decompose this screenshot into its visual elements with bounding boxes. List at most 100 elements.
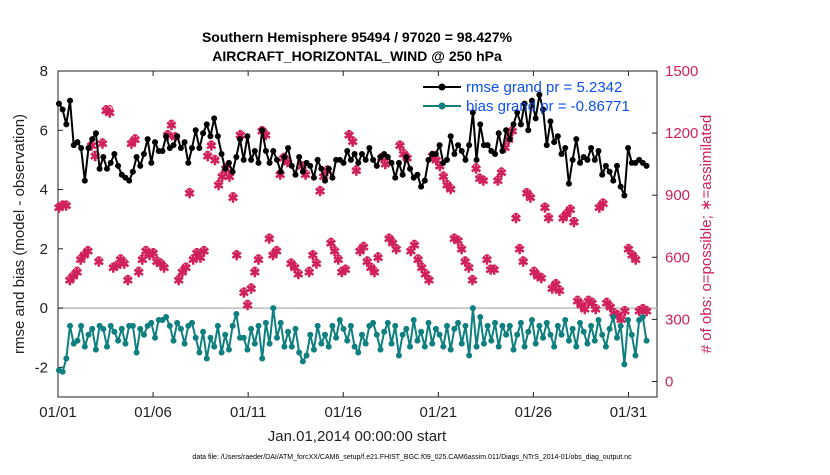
obs-possible-point [367,262,375,269]
rmse-point [203,121,210,128]
bias-point [551,343,558,350]
obs-possible-point [313,258,320,265]
rmse-point [67,97,74,104]
bias-point [325,343,332,350]
obs-assimilated-point: ✱ [398,147,409,162]
y2-tick-label: 300 [665,311,690,328]
obs-possible-point [382,158,389,166]
rmse-point [591,156,598,163]
bias-point [547,331,554,338]
rmse-point [140,150,147,157]
bias-point [584,340,591,347]
obs-assimilated-point: ✱ [213,178,224,193]
obs-possible-point [157,258,164,265]
obs-possible-point [621,305,628,313]
bias-point [273,334,280,341]
rmse-point [96,165,103,172]
obs-possible-point [349,136,356,143]
bias-point [506,322,513,329]
series-layer: ✱✱✱✱✱✱✱✱✱✱✱✱✱✱✱✱✱✱✱✱✱✱✱✱✱✱✱✱✱✱✱✱✱✱✱✱✱✱✱✱… [53,91,652,375]
obs-assimilated-point: ✱ [188,252,199,267]
bias-point [207,334,214,341]
obs-possible-point [588,297,596,304]
rmse-point [144,136,151,143]
obs-possible-point [385,233,393,240]
bias-point [118,325,125,332]
rmse-point [562,145,569,152]
bias-point [255,322,262,329]
bias-point [628,331,635,338]
bias-point [111,328,118,335]
rmse-point [299,168,306,175]
rmse-point [59,106,66,113]
obs-assimilated-point: ✱ [304,265,315,280]
bias-point [410,316,417,323]
bias-point [218,349,225,356]
rmse-point [74,139,81,146]
bias-point [447,346,454,353]
obs-assimilated-point: ✱ [166,118,177,133]
rmse-point [188,145,195,152]
rmse-point [192,127,199,134]
obs-assimilated-point: ✱ [68,269,79,284]
obs-assimilated-point: ✱ [608,306,619,321]
obs-possible-point [59,200,66,207]
obs-assimilated-point: ✱ [148,246,159,261]
obs-assimilated-point: ✱ [133,265,144,280]
obs-possible-point [218,171,226,178]
obs-assimilated-point: ✱ [224,170,235,185]
obs-assimilated-point: ✱ [416,261,427,276]
rmse-point [432,150,439,157]
obs-possible-point [113,260,121,267]
bias-point [310,346,317,353]
rmse-point [484,142,491,149]
rmse-point [310,174,317,181]
y-tick-label: 6 [40,122,48,139]
rmse-point [307,162,314,169]
obs-assimilated-point: ✱ [101,103,112,118]
obs-possible-point [160,262,168,269]
rmse-point [606,168,613,175]
obs-assimilated-point: ✱ [463,261,474,276]
rmse-point [514,109,521,116]
obs-assimilated-point: ✱ [307,248,318,263]
obs-assimilated-point: ✱ [540,201,551,216]
rmse-point [55,100,62,107]
obs-possible-point [255,254,262,261]
obs-assimilated-point: ✱ [293,267,304,282]
bias-point [211,343,218,350]
x-tick-label: 01/26 [515,404,553,421]
bias-point [528,316,535,323]
rmse-point [558,150,565,157]
rmse-point [554,133,561,140]
rmse-point [211,115,218,122]
obs-possible-point [465,262,473,269]
rmse-point [517,121,524,128]
y-tick-label: -2 [35,359,48,376]
rmse-point [543,142,550,149]
obs-assimilated-point: ✱ [64,273,75,288]
obs-assimilated-point: ✱ [572,294,583,309]
obs-assimilated-point: ✱ [598,196,609,211]
bias-point [233,311,240,318]
rmse-point [528,97,535,104]
obs-assimilated-point: ✱ [569,215,580,230]
bias-point [244,346,251,353]
obs-assimilated-point: ✱ [489,263,500,278]
bias-point [639,313,646,320]
rmse-point [181,139,188,146]
obs-possible-point [480,175,487,182]
obs-assimilated-point: ✱ [126,136,137,151]
obs-assimilated-point: ✱ [405,244,416,259]
obs-assimilated-point: ✱ [369,265,380,280]
bias-point [148,319,155,326]
obs-assimilated-point: ✱ [72,265,83,280]
obs-assimilated-point: ✱ [141,244,152,259]
rmse-point [473,156,480,163]
obs-assimilated-point: ✱ [442,178,453,193]
rmse-point [499,148,506,155]
obs-assimilated-point: ✱ [199,244,210,259]
obs-assimilated-point: ✱ [83,244,94,259]
y2-tick-label: 1500 [665,63,698,80]
bias-point [281,343,288,350]
